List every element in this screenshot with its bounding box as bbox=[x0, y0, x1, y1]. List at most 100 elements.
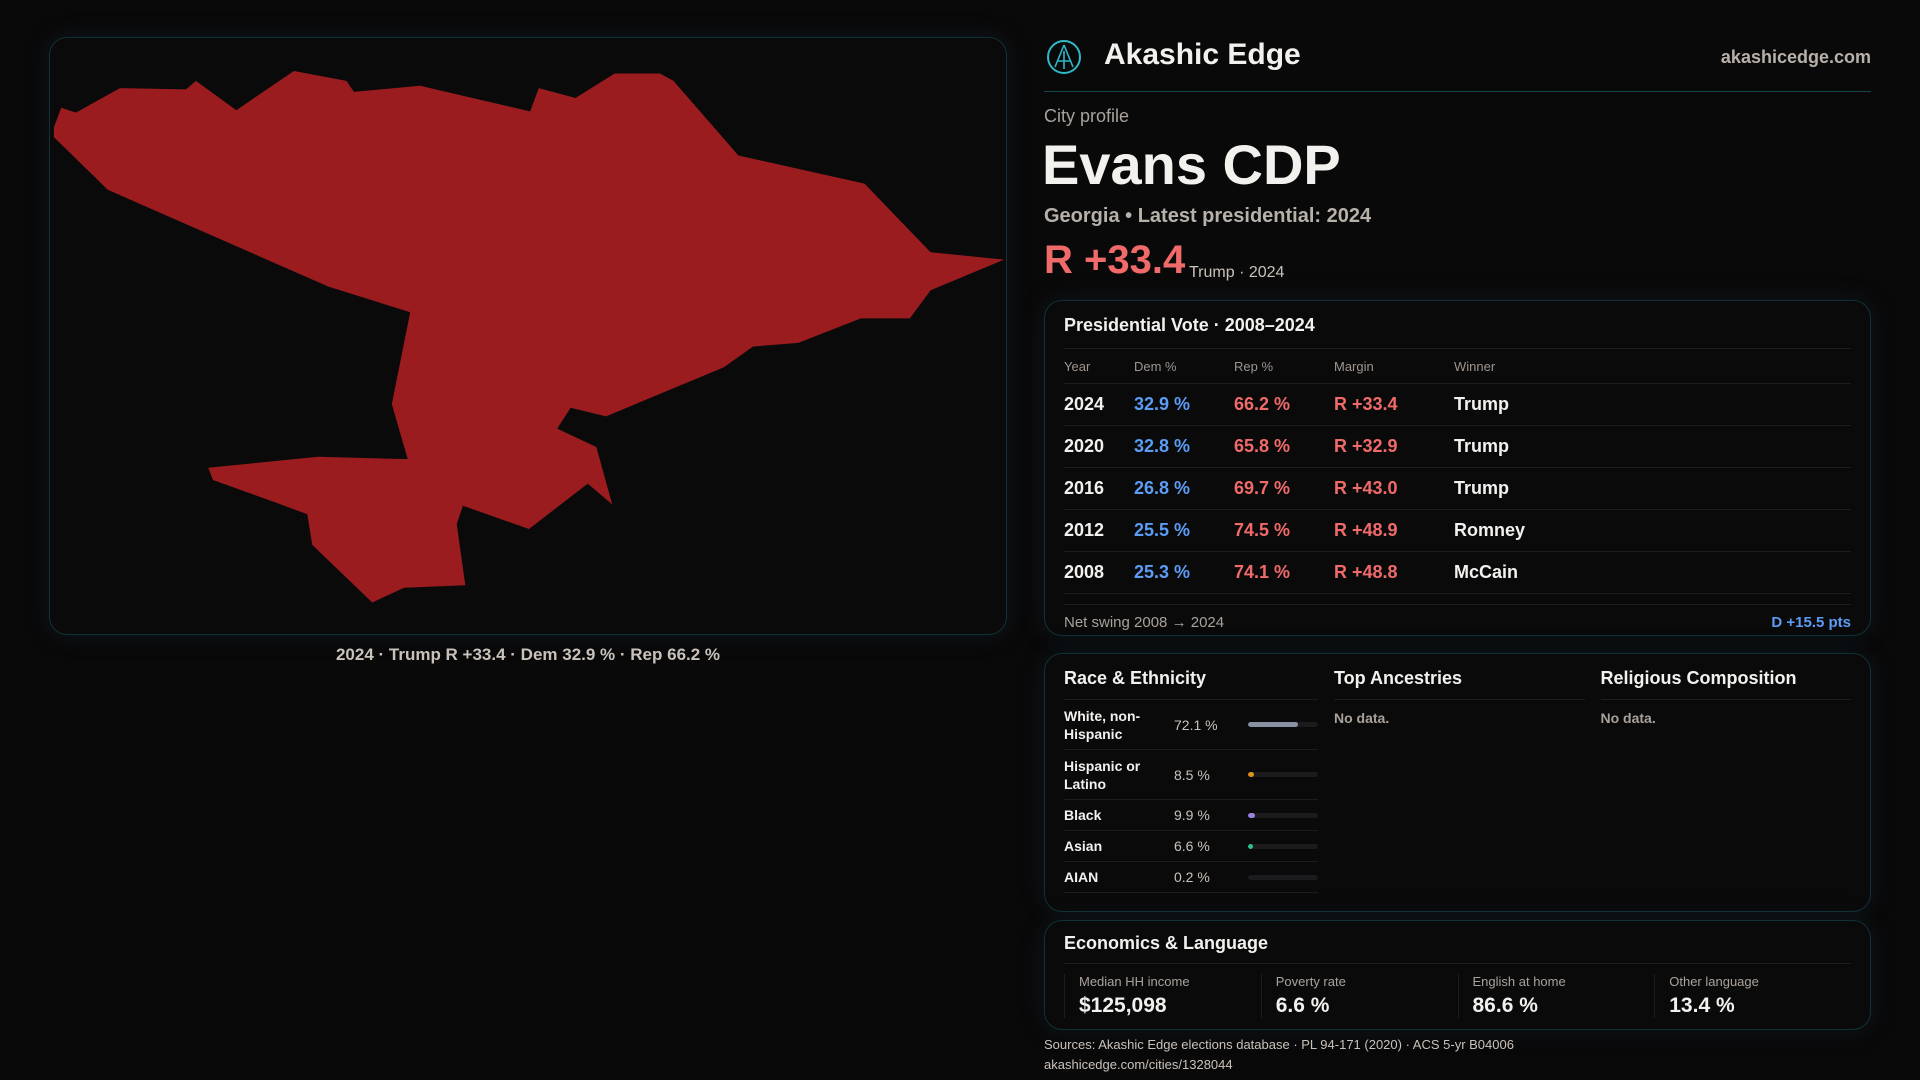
year-cell: 2020 bbox=[1064, 425, 1134, 468]
econ-stat: English at home 86.6 % bbox=[1457, 974, 1655, 1018]
race-pct: 8.5 % bbox=[1174, 766, 1210, 783]
race-row: Black 9.9 % bbox=[1064, 800, 1318, 831]
city-boundary-shape[interactable] bbox=[53, 71, 1005, 603]
brand-name: Akashic Edge bbox=[1104, 38, 1301, 71]
year-cell: 2024 bbox=[1064, 383, 1134, 426]
page-kicker: City profile bbox=[1044, 106, 1130, 126]
column-header: Winner bbox=[1454, 351, 1851, 384]
race-pct: 9.9 % bbox=[1174, 807, 1210, 823]
net-swing-value: D +15.5 pts bbox=[1771, 613, 1851, 631]
race-column: Race & Ethnicity White, non-Hispanic 72.1… bbox=[1064, 668, 1318, 897]
table-row: 2016 26.8 % 69.7 % R +43.0 Trump bbox=[1064, 467, 1851, 510]
margin-cell: R +32.9 bbox=[1334, 425, 1454, 468]
table-header-row: Year Dem % Rep % Margin Winner bbox=[1064, 351, 1851, 384]
rep-cell: 74.5 % bbox=[1234, 509, 1334, 552]
dem-cell: 25.3 % bbox=[1134, 551, 1234, 594]
race-bar-fill bbox=[1248, 843, 1253, 849]
presidential-vote-card: Presidential Vote · 2008–2024 Year Dem % R… bbox=[1044, 300, 1871, 636]
race-bar-fill bbox=[1248, 722, 1299, 727]
margin-cell: R +48.9 bbox=[1334, 509, 1454, 552]
year-cell: 2016 bbox=[1064, 467, 1134, 510]
race-bar bbox=[1248, 874, 1318, 880]
winner-cell: Romney bbox=[1454, 509, 1851, 552]
race-bar-fill bbox=[1248, 875, 1251, 880]
ancestries-title: Top Ancestries bbox=[1334, 668, 1585, 700]
year-cell: 2012 bbox=[1064, 509, 1134, 552]
net-swing: Net swing 2008 → 2024 D +15.5 pts bbox=[1064, 603, 1851, 631]
stat-value: 86.6 % bbox=[1472, 994, 1538, 1017]
rep-cell: 65.8 % bbox=[1234, 425, 1334, 468]
race-bar-fill bbox=[1248, 812, 1255, 818]
net-swing-label: Net swing 2008 → 2024 bbox=[1064, 613, 1225, 631]
race-bar bbox=[1248, 812, 1318, 818]
headline-margin-note: Trump · 2024 bbox=[1189, 264, 1285, 281]
akashic-logo-icon bbox=[1047, 40, 1081, 74]
dem-cell: 32.9 % bbox=[1134, 383, 1234, 426]
religion-column: Religious Composition No data. bbox=[1600, 668, 1851, 897]
race-bar bbox=[1248, 843, 1318, 849]
stat-label: Other language bbox=[1669, 974, 1759, 989]
table-row: 2020 32.8 % 65.8 % R +32.9 Trump bbox=[1064, 425, 1851, 468]
winner-cell: McCain bbox=[1454, 551, 1851, 594]
econ-title: Economics & Language bbox=[1064, 933, 1851, 964]
winner-cell: Trump bbox=[1454, 425, 1851, 468]
race-label: Hispanic or Latino bbox=[1064, 757, 1141, 792]
demographics-card: Race & Ethnicity White, non-Hispanic 72.1… bbox=[1044, 653, 1871, 912]
stat-label: English at home bbox=[1472, 974, 1566, 989]
race-label: Black bbox=[1064, 807, 1102, 823]
stat-label: Poverty rate bbox=[1275, 974, 1346, 989]
race-row: Asian 6.6 % bbox=[1064, 831, 1318, 862]
page-url[interactable]: akashicedge.com/cities/1328044 bbox=[1044, 1057, 1233, 1072]
religion-empty: No data. bbox=[1600, 710, 1656, 726]
card-title: Presidential Vote · 2008–2024 bbox=[1064, 315, 1851, 349]
race-label: White, non-Hispanic bbox=[1064, 707, 1141, 742]
race-pct: 6.6 % bbox=[1174, 838, 1210, 854]
race-bar bbox=[1248, 722, 1318, 727]
race-bar-fill bbox=[1248, 772, 1254, 777]
race-label: Asian bbox=[1064, 838, 1103, 854]
stat-value: $125,098 bbox=[1079, 994, 1167, 1017]
stat-value: 13.4 % bbox=[1669, 994, 1735, 1017]
dem-cell: 25.5 % bbox=[1134, 509, 1234, 552]
religion-title: Religious Composition bbox=[1600, 668, 1851, 700]
winner-cell: Trump bbox=[1454, 383, 1851, 426]
table-row: 2008 25.3 % 74.1 % R +48.8 McCain bbox=[1064, 551, 1851, 594]
ancestries-column: Top Ancestries No data. bbox=[1334, 668, 1585, 897]
map-caption: 2024 · Trump R +33.4 · Dem 32.9 % · Rep … bbox=[335, 645, 721, 664]
table-row: 2012 25.5 % 74.5 % R +48.9 Romney bbox=[1064, 509, 1851, 552]
site-link[interactable]: akashicedge.com bbox=[1720, 47, 1871, 67]
race-title: Race & Ethnicity bbox=[1064, 668, 1318, 700]
rep-cell: 74.1 % bbox=[1234, 551, 1334, 594]
race-pct: 0.2 % bbox=[1174, 869, 1210, 885]
header: Akashic Edge akashicedge.com bbox=[1044, 34, 1871, 92]
column-header: Margin bbox=[1334, 351, 1454, 384]
column-header: Dem % bbox=[1134, 351, 1234, 384]
page-title: Evans CDP bbox=[1042, 133, 1341, 196]
presidential-table: Year Dem % Rep % Margin Winner 2024 32.9 % 66.… bbox=[1064, 351, 1851, 594]
race-row: AIAN 0.2 % bbox=[1064, 862, 1318, 893]
margin-cell: R +43.0 bbox=[1334, 467, 1454, 510]
footer: Sources: Akashic Edge elections database… bbox=[1044, 1035, 1871, 1075]
stat-value: 6.6 % bbox=[1275, 994, 1330, 1017]
rep-cell: 66.2 % bbox=[1234, 383, 1334, 426]
page-subtitle: Georgia • Latest presidential: 2024 bbox=[1044, 205, 1372, 227]
race-label: AIAN bbox=[1064, 869, 1099, 885]
econ-stat: Other language 13.4 % bbox=[1654, 974, 1851, 1018]
year-cell: 2008 bbox=[1064, 551, 1134, 594]
economics-card: Economics & Language Median HH income $12… bbox=[1044, 920, 1871, 1030]
ancestries-empty: No data. bbox=[1334, 710, 1390, 726]
dem-cell: 26.8 % bbox=[1134, 467, 1234, 510]
rep-cell: 69.7 % bbox=[1234, 467, 1334, 510]
column-header: Year bbox=[1064, 351, 1134, 384]
sources-text: Sources: Akashic Edge elections database… bbox=[1044, 1037, 1514, 1052]
margin-cell: R +48.8 bbox=[1334, 551, 1454, 594]
race-pct: 72.1 % bbox=[1174, 716, 1218, 733]
race-bar bbox=[1248, 772, 1318, 777]
dem-cell: 32.8 % bbox=[1134, 425, 1234, 468]
econ-stat: Median HH income $125,098 bbox=[1064, 974, 1261, 1018]
race-row: Hispanic or Latino 8.5 % bbox=[1064, 750, 1318, 800]
winner-cell: Trump bbox=[1454, 467, 1851, 510]
column-header: Rep % bbox=[1234, 351, 1334, 384]
headline-margin: R +33.4 bbox=[1044, 238, 1186, 282]
